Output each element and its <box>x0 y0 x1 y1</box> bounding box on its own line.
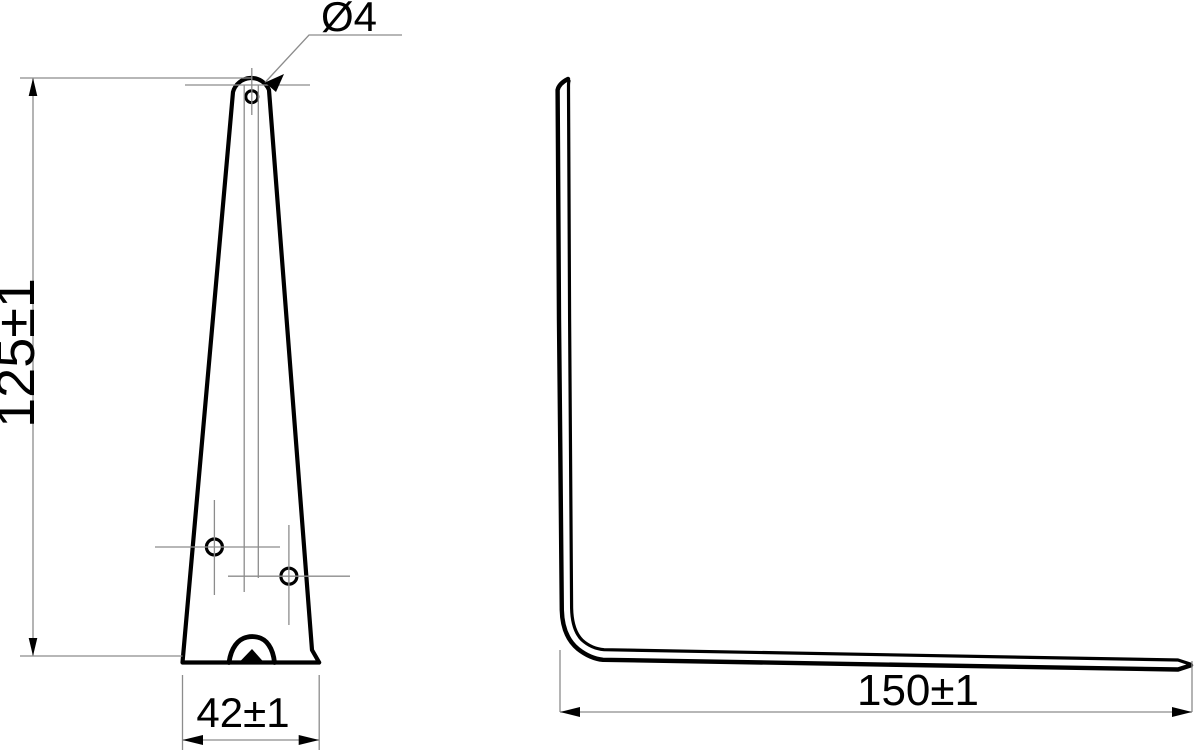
svg-text:42±1: 42±1 <box>196 689 289 736</box>
svg-text:Ø4: Ø4 <box>321 0 377 40</box>
svg-text:125±1: 125±1 <box>0 278 46 428</box>
svg-text:150±1: 150±1 <box>857 666 979 715</box>
